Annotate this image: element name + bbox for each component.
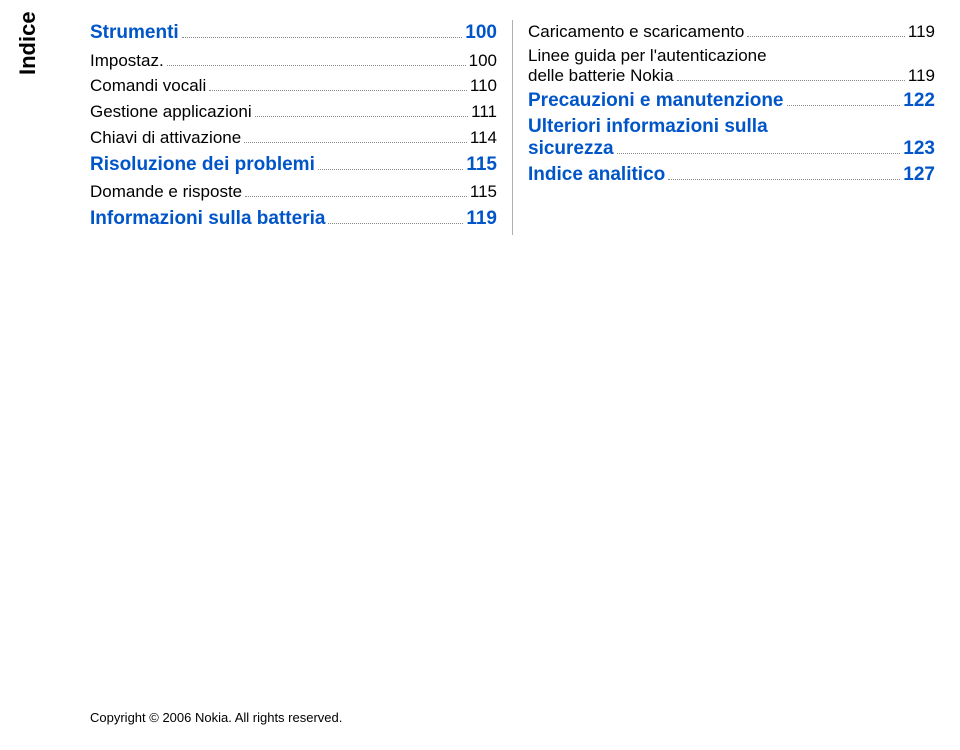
right-column: Caricamento e scaricamento 119 Linee gui…	[513, 20, 935, 235]
toc-page: 119	[908, 20, 935, 44]
toc-page: 100	[469, 49, 497, 73]
toc-label: Precauzioni e manutenzione	[528, 88, 784, 115]
toc-page: 127	[903, 162, 935, 189]
toc-label: Caricamento e scaricamento	[528, 20, 744, 44]
toc-label: Informazioni sulla batteria	[90, 206, 325, 233]
toc-heading: Strumenti 100	[90, 20, 497, 47]
toc-page: 119	[908, 66, 935, 86]
toc-label: Risoluzione dei problemi	[90, 152, 315, 179]
toc-page: 100	[465, 20, 497, 47]
toc-sub: Domande e risposte 115	[90, 180, 497, 204]
toc-heading: Informazioni sulla batteria 119	[90, 206, 497, 233]
toc-leader	[328, 223, 463, 224]
toc-page: 115	[470, 180, 497, 204]
toc-page: 115	[466, 152, 497, 179]
toc-label: Strumenti	[90, 20, 179, 47]
toc-label-line2: delle batterie Nokia	[528, 66, 674, 86]
toc-page: 110	[470, 74, 497, 98]
toc-page: 119	[466, 206, 497, 233]
toc-label: Comandi vocali	[90, 74, 206, 98]
toc-page: 123	[903, 138, 935, 160]
toc-leader	[617, 153, 901, 154]
toc-content: Strumenti 100 Impostaz. 100 Comandi voca…	[90, 20, 935, 235]
toc-leader	[668, 179, 900, 180]
toc-leader	[787, 105, 901, 106]
toc-sub: Impostaz. 100	[90, 49, 497, 73]
toc-sub: Comandi vocali 110	[90, 74, 497, 98]
toc-sub: Chiavi di attivazione 114	[90, 126, 497, 150]
toc-leader	[318, 169, 463, 170]
toc-sub: Caricamento e scaricamento 119	[528, 20, 935, 44]
toc-label: Domande e risposte	[90, 180, 242, 204]
toc-leader	[209, 90, 467, 91]
toc-leader	[167, 65, 466, 66]
toc-label: Gestione applicazioni	[90, 100, 252, 124]
toc-label: Indice analitico	[528, 162, 665, 189]
toc-leader	[182, 37, 463, 38]
toc-label-line1: Linee guida per l'autenticazione	[528, 46, 935, 66]
toc-page: 114	[470, 126, 497, 150]
toc-leader	[244, 142, 467, 143]
section-label: Indice	[15, 11, 41, 75]
toc-heading: Risoluzione dei problemi 115	[90, 152, 497, 179]
toc-leader	[255, 116, 469, 117]
toc-leader	[747, 36, 905, 37]
copyright-footer: Copyright © 2006 Nokia. All rights reser…	[90, 710, 342, 725]
toc-heading: Indice analitico 127	[528, 162, 935, 189]
toc-label: Chiavi di attivazione	[90, 126, 241, 150]
toc-leader	[677, 80, 905, 81]
toc-label-line1: Ulteriori informazioni sulla	[528, 116, 935, 138]
toc-heading-multiline: Ulteriori informazioni sulla sicurezza 1…	[528, 116, 935, 160]
toc-page: 122	[903, 88, 935, 115]
toc-page: 111	[471, 100, 497, 124]
left-column: Strumenti 100 Impostaz. 100 Comandi voca…	[90, 20, 512, 235]
toc-label-line2: sicurezza	[528, 138, 614, 160]
toc-sub: Gestione applicazioni 111	[90, 100, 497, 124]
toc-leader	[245, 196, 467, 197]
toc-heading: Precauzioni e manutenzione 122	[528, 88, 935, 115]
toc-sub-multiline: Linee guida per l'autenticazione delle b…	[528, 46, 935, 86]
toc-label: Impostaz.	[90, 49, 164, 73]
